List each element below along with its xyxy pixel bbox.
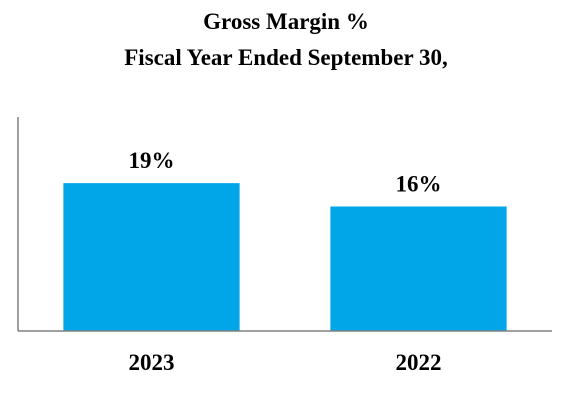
chart-title: Gross Margin % — [203, 9, 369, 34]
x-tick-label-2022: 2022 — [396, 350, 442, 375]
bars-layer — [63, 183, 507, 331]
x-tick-label-2023: 2023 — [129, 350, 175, 375]
labels-layer: 19% 2023 16% 2022 — [129, 148, 442, 375]
bar-2023 — [63, 183, 240, 331]
chart-subtitle: Fiscal Year Ended September 30, — [124, 45, 448, 70]
data-label-2023: 19% — [129, 148, 175, 173]
data-label-2022: 16% — [396, 171, 442, 196]
bar-2022 — [330, 206, 507, 331]
